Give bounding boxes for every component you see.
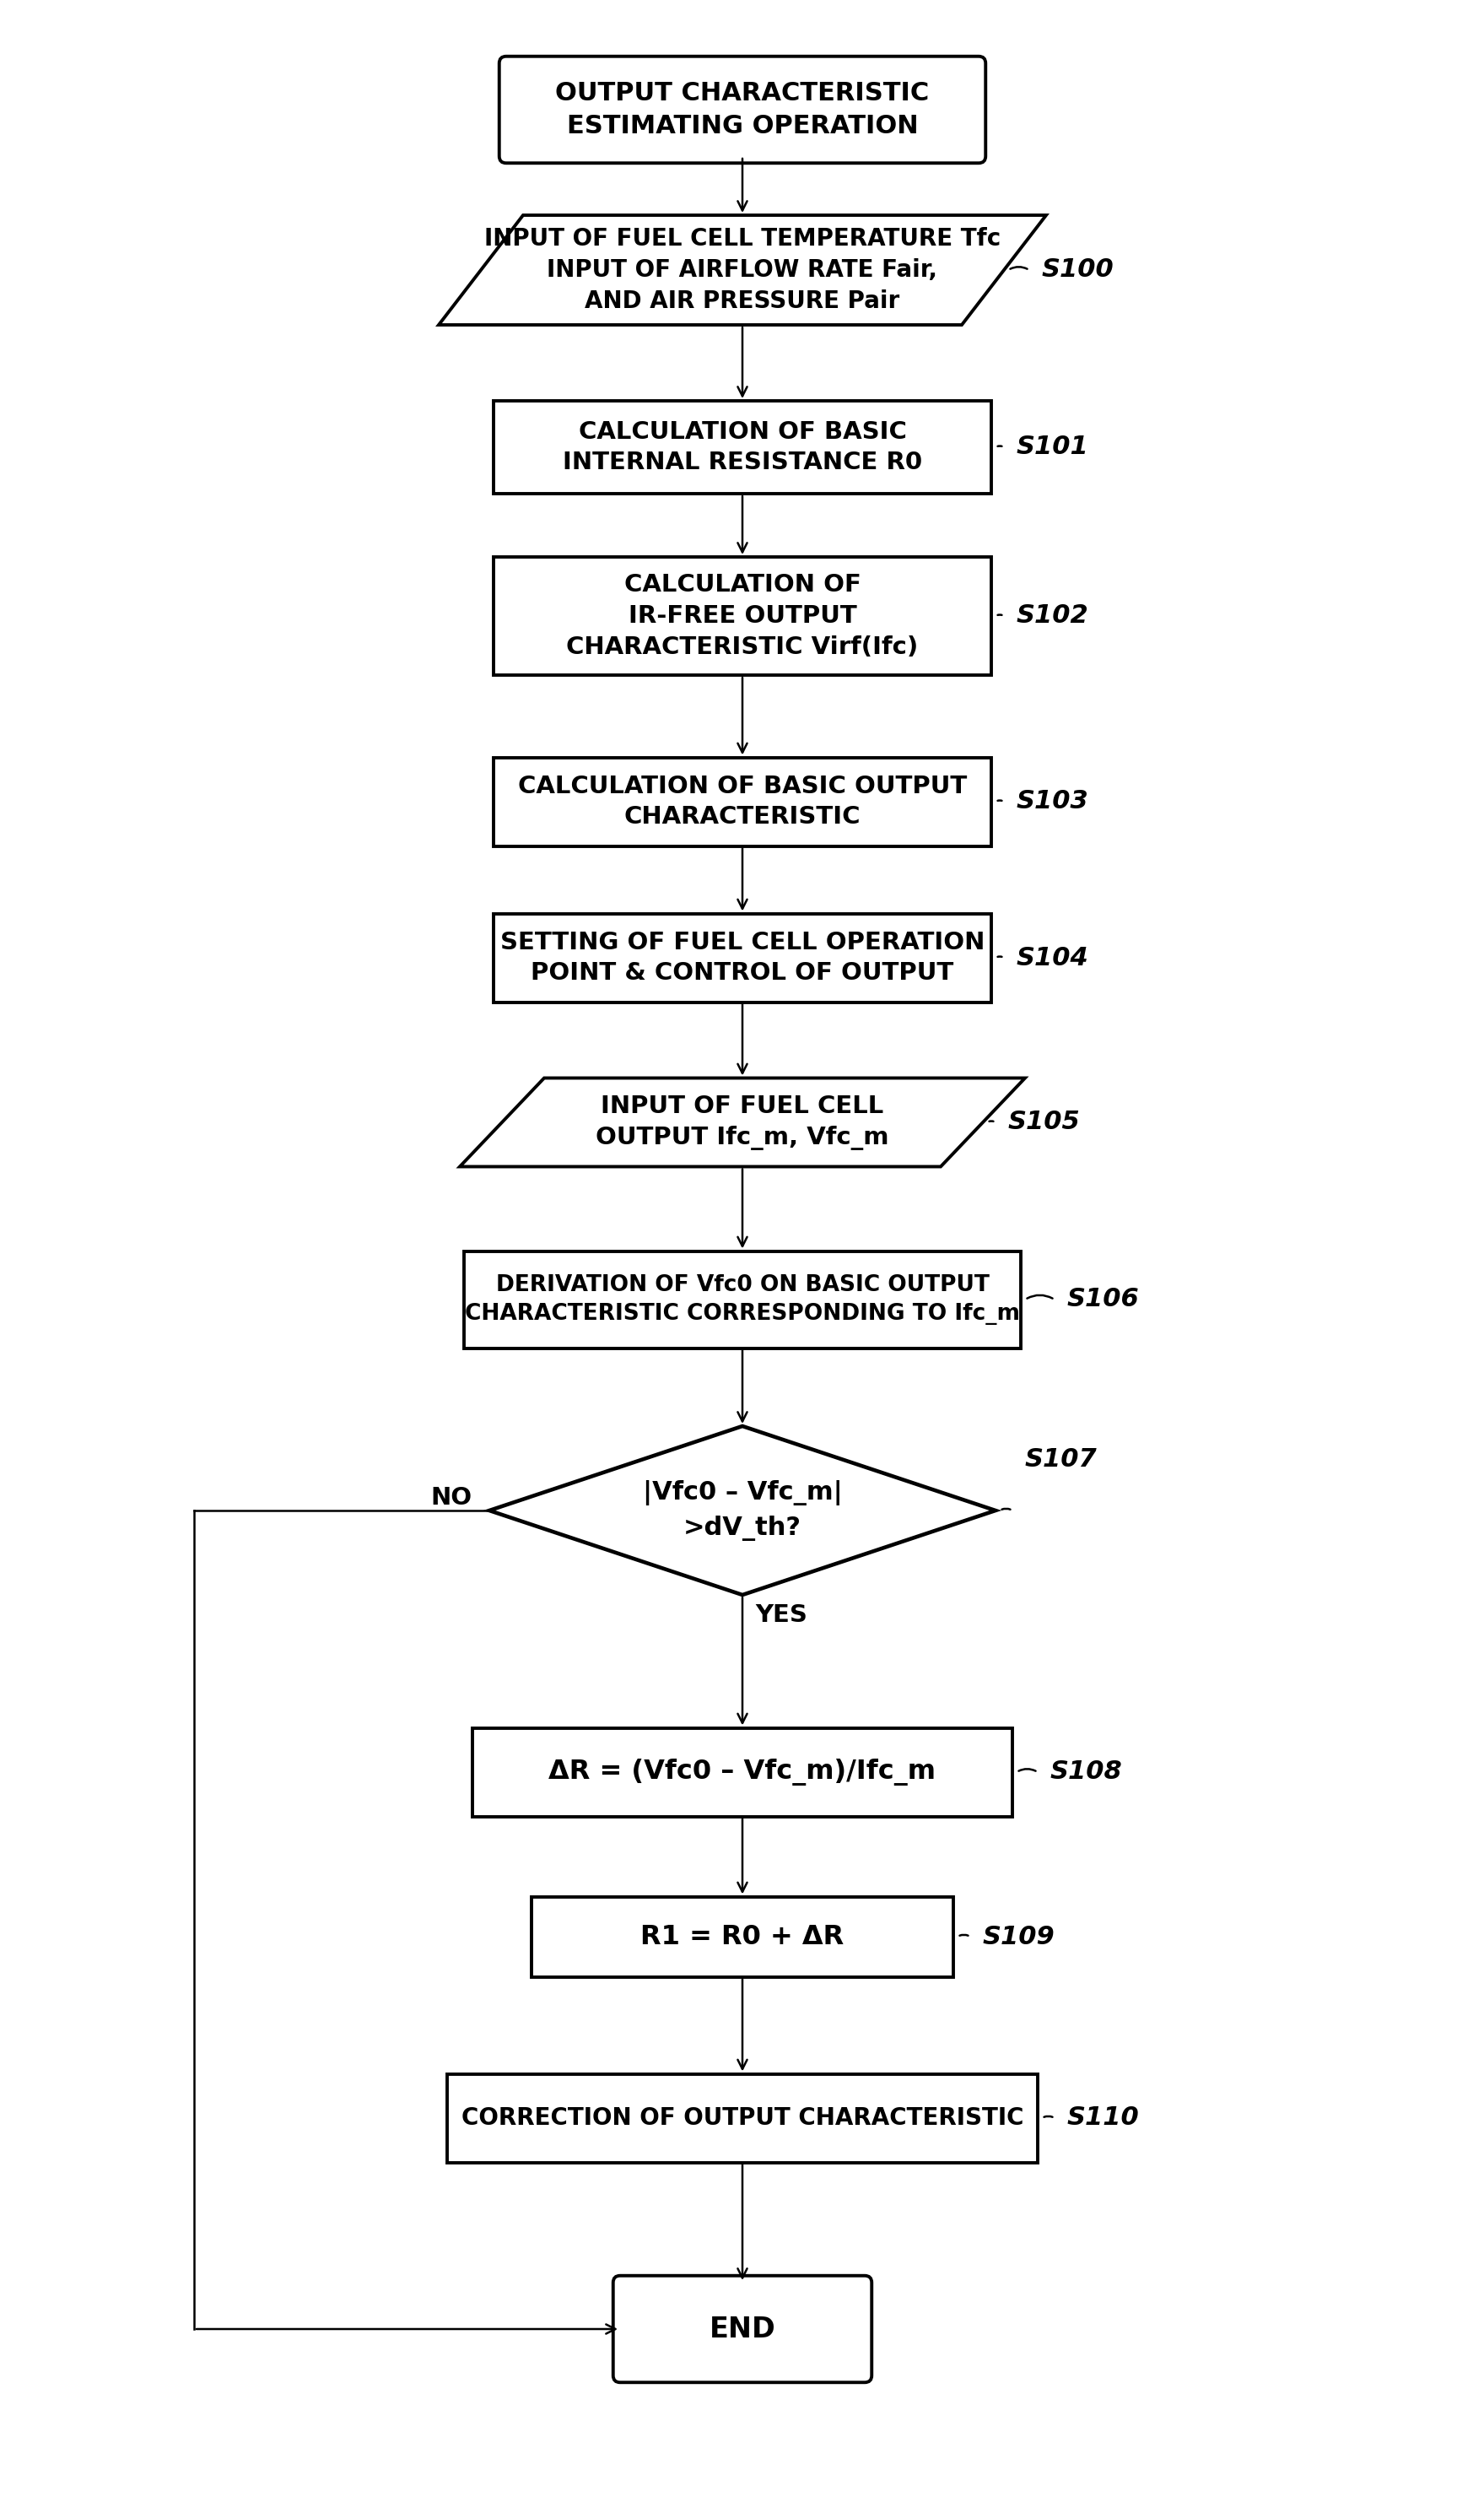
Text: INPUT OF FUEL CELL
OUTPUT Ifc_m, Vfc_m: INPUT OF FUEL CELL OUTPUT Ifc_m, Vfc_m <box>597 1096 889 1151</box>
Bar <box>472 1729 1012 1817</box>
Polygon shape <box>460 1078 1025 1166</box>
Text: CALCULATION OF BASIC OUTPUT
CHARACTERISTIC: CALCULATION OF BASIC OUTPUT CHARACTERIST… <box>518 774 968 829</box>
FancyBboxPatch shape <box>499 55 985 163</box>
Text: S101: S101 <box>1017 435 1089 460</box>
Bar <box>447 2073 1037 2161</box>
Bar <box>494 756 991 847</box>
Text: CORRECTION OF OUTPUT CHARACTERISTIC: CORRECTION OF OUTPUT CHARACTERISTIC <box>462 2106 1024 2131</box>
Text: CALCULATION OF
IR-FREE OUTPUT
CHARACTERISTIC Virf(Ifc): CALCULATION OF IR-FREE OUTPUT CHARACTERI… <box>567 573 919 658</box>
Text: S106: S106 <box>1067 1287 1140 1312</box>
Text: DERIVATION OF Vfc0 ON BASIC OUTPUT
CHARACTERISTIC CORRESPONDING TO Ifc_m: DERIVATION OF Vfc0 ON BASIC OUTPUT CHARA… <box>464 1274 1020 1324</box>
Text: |Vfc0 – Vfc_m|
>dV_th?: |Vfc0 – Vfc_m| >dV_th? <box>643 1480 843 1540</box>
Text: NO: NO <box>430 1485 472 1510</box>
Bar <box>494 558 991 676</box>
Bar <box>531 1897 953 1978</box>
Text: S100: S100 <box>1042 259 1114 281</box>
Text: S110: S110 <box>1067 2106 1140 2131</box>
Text: YES: YES <box>755 1603 807 1626</box>
FancyBboxPatch shape <box>613 2277 871 2382</box>
Text: S105: S105 <box>1008 1111 1080 1133</box>
Text: INPUT OF FUEL CELL TEMPERATURE Tfc
INPUT OF AIRFLOW RATE Fair,
AND AIR PRESSURE : INPUT OF FUEL CELL TEMPERATURE Tfc INPUT… <box>484 226 1000 314</box>
Bar <box>464 1251 1021 1347</box>
Bar <box>494 912 991 1003</box>
Text: S108: S108 <box>1051 1759 1123 1784</box>
Text: END: END <box>709 2314 776 2342</box>
Text: S102: S102 <box>1017 603 1089 628</box>
Text: R1 = R0 + ΔR: R1 = R0 + ΔR <box>641 1922 844 1950</box>
Text: OUTPUT CHARACTERISTIC
ESTIMATING OPERATION: OUTPUT CHARACTERISTIC ESTIMATING OPERATI… <box>555 80 929 138</box>
Polygon shape <box>439 216 1046 324</box>
Text: S104: S104 <box>1017 945 1089 970</box>
Text: ΔR = (Vfc0 – Vfc_m)/Ifc_m: ΔR = (Vfc0 – Vfc_m)/Ifc_m <box>549 1759 936 1787</box>
Text: S109: S109 <box>982 1925 1055 1950</box>
Polygon shape <box>490 1425 996 1596</box>
Bar <box>494 402 991 493</box>
Text: CALCULATION OF BASIC
INTERNAL RESISTANCE R0: CALCULATION OF BASIC INTERNAL RESISTANCE… <box>562 420 922 475</box>
Text: S103: S103 <box>1017 789 1089 814</box>
Text: S107: S107 <box>1025 1447 1097 1473</box>
Text: SETTING OF FUEL CELL OPERATION
POINT & CONTROL OF OUTPUT: SETTING OF FUEL CELL OPERATION POINT & C… <box>500 930 985 985</box>
